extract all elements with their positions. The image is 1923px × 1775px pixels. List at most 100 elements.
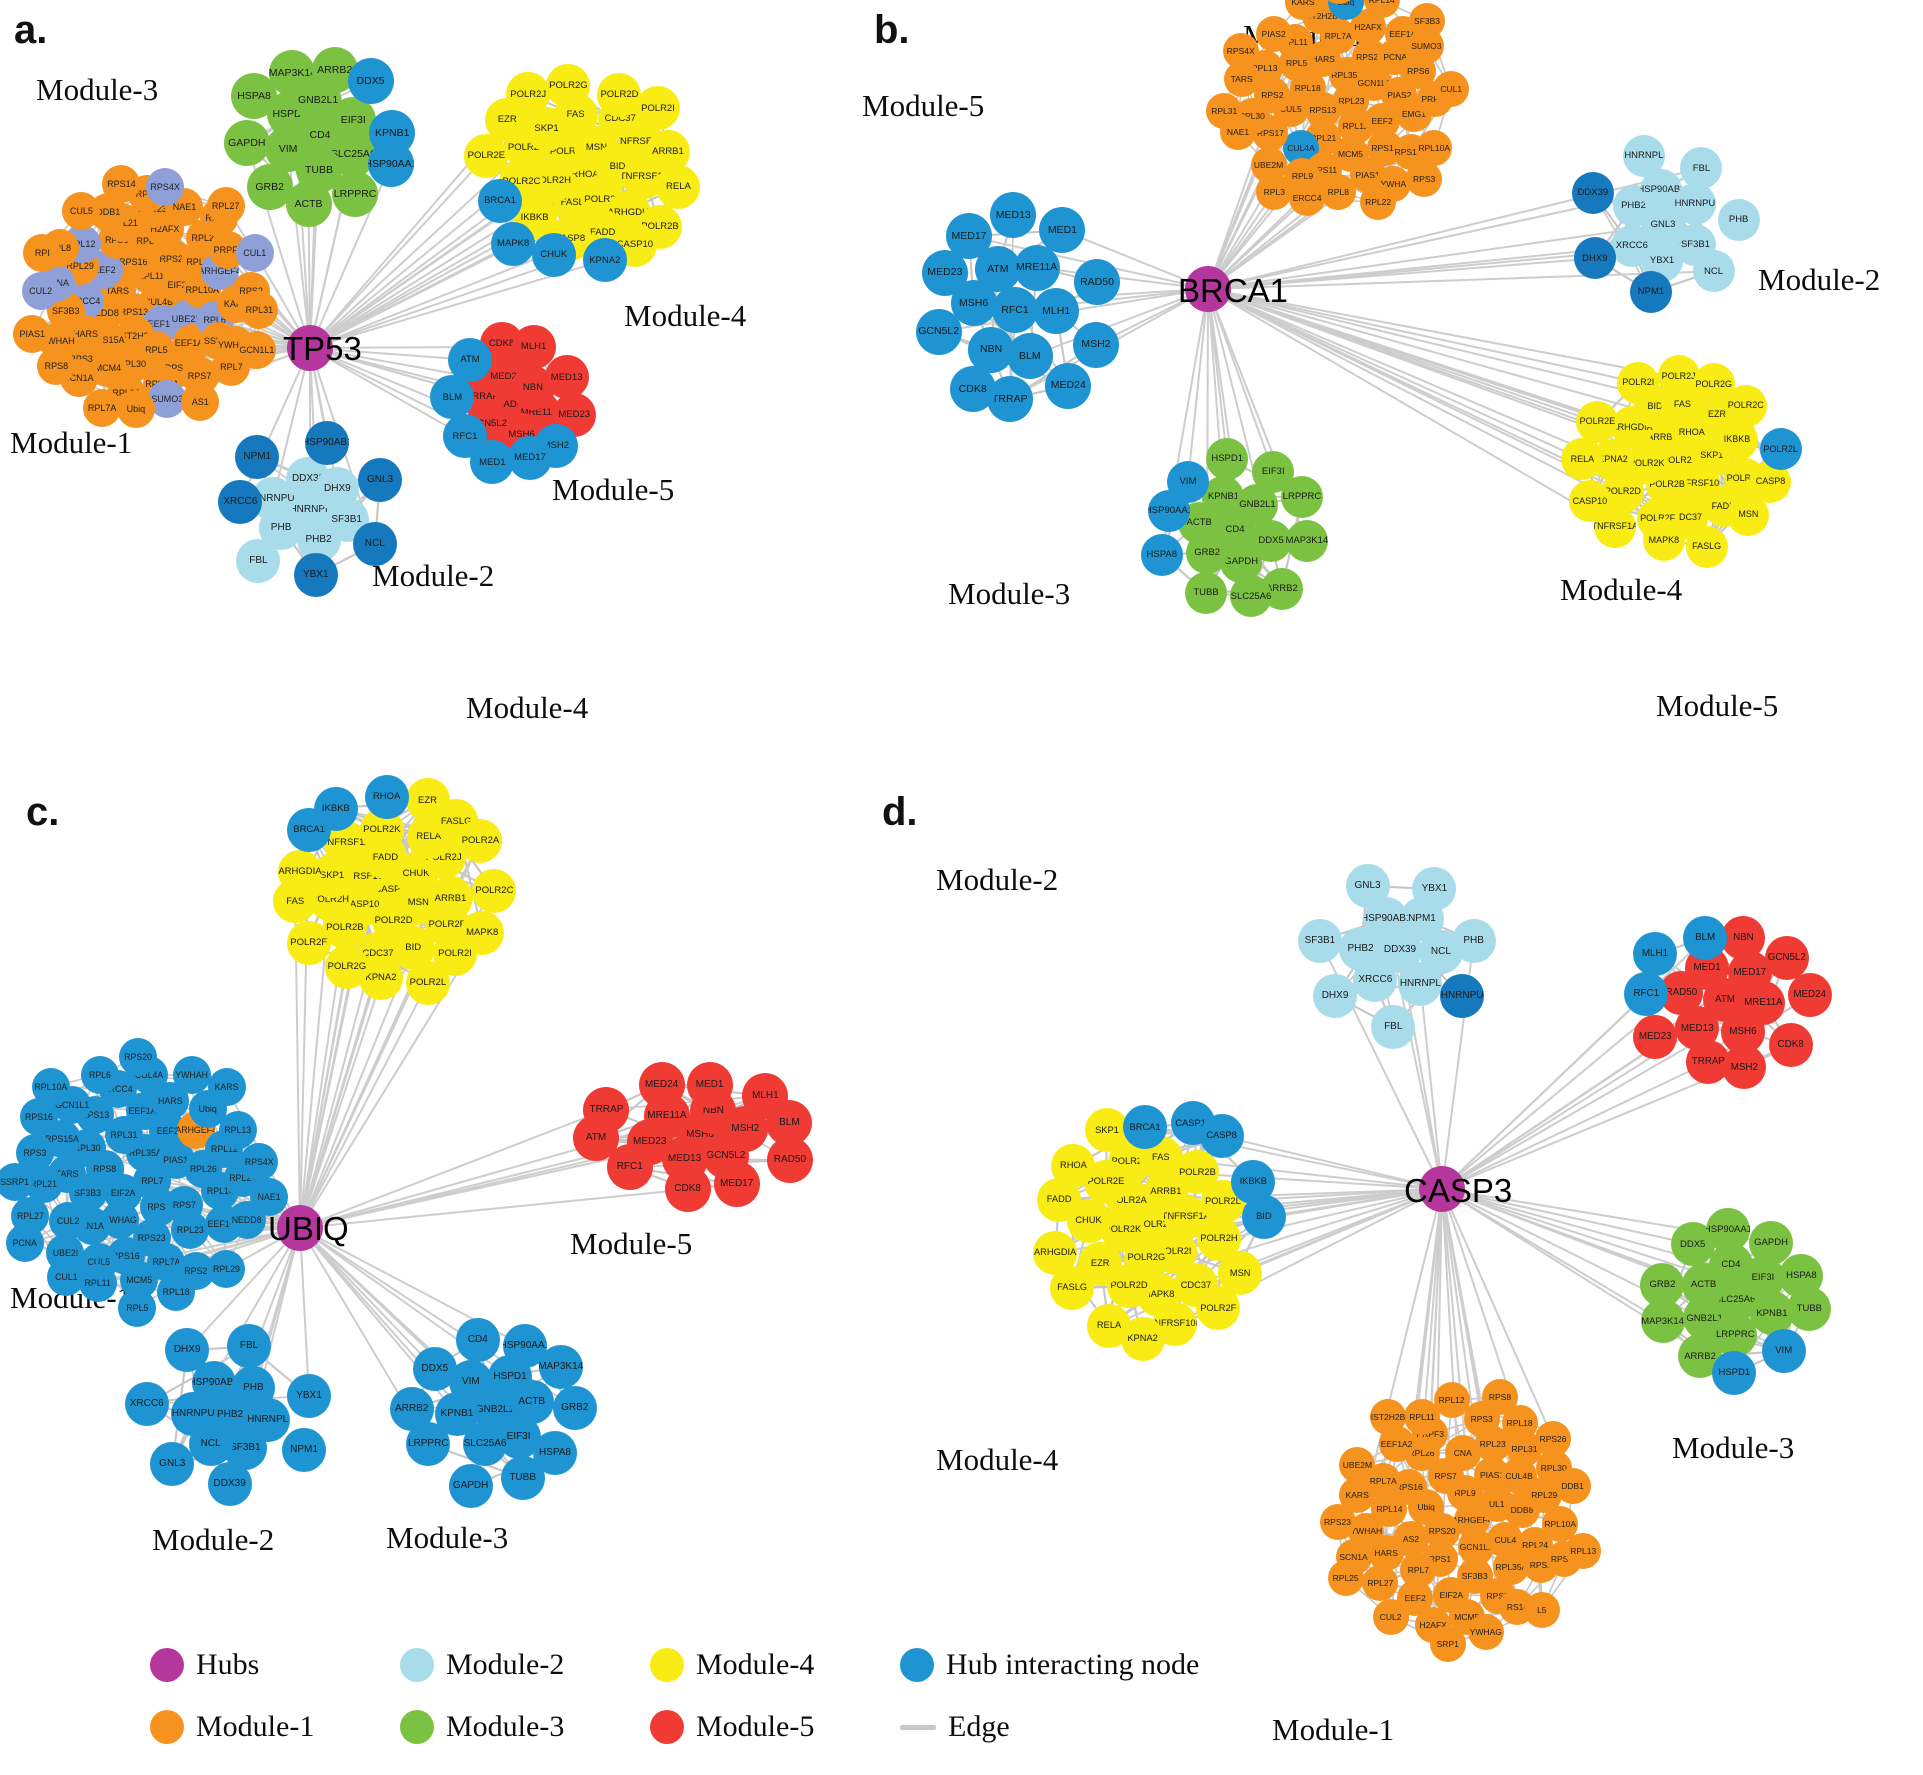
- gene-node-mlh1[interactable]: MLH1: [1033, 288, 1080, 335]
- gene-node-rps4x[interactable]: RPS4X: [240, 1143, 279, 1182]
- gene-node-atm[interactable]: ATM: [448, 337, 493, 382]
- gene-node-ddx39[interactable]: DDX39: [1571, 171, 1614, 214]
- gene-node-rad50[interactable]: RAD50: [1074, 258, 1121, 305]
- gene-node-mapk8[interactable]: MAPK8: [491, 221, 536, 266]
- gene-node-brca1[interactable]: BRCA1: [1123, 1105, 1168, 1150]
- gene-node-npm1[interactable]: NPM1: [282, 1428, 326, 1473]
- gene-node-med1[interactable]: MED1: [686, 1062, 733, 1109]
- gene-node-ddb1[interactable]: DDB1: [1554, 1467, 1591, 1504]
- gene-node-rpl22[interactable]: RPL22: [1360, 184, 1397, 221]
- gene-node-polr2f[interactable]: POLR2F: [1196, 1286, 1241, 1331]
- gene-node-rpi[interactable]: RPI: [23, 233, 62, 272]
- gene-node-hist2h2be[interactable]: HIST2H2BE: [1369, 1398, 1406, 1435]
- gene-node-rps26[interactable]: RPS26: [1535, 1420, 1572, 1457]
- gene-node-rpl13[interactable]: RPL13: [218, 1110, 257, 1149]
- gene-node-ncl[interactable]: NCL: [1692, 250, 1735, 293]
- gene-node-rpl12[interactable]: RPL12: [1433, 1382, 1470, 1419]
- gene-node-xrcc6[interactable]: XRCC6: [1610, 225, 1653, 268]
- gene-node-hsp90ab1[interactable]: HSP90AB1: [305, 421, 350, 465]
- gene-node-lrpprc[interactable]: LRPPRC: [332, 171, 379, 218]
- gene-node-dhx9[interactable]: DHX9: [1573, 237, 1616, 280]
- gene-node-ybx1[interactable]: YBX1: [287, 1374, 331, 1419]
- gene-node-srp1[interactable]: SRP1: [1429, 1626, 1466, 1663]
- gene-node-rpl29[interactable]: RPL29: [207, 1250, 246, 1289]
- gene-node-mapk8[interactable]: MAPK8: [1642, 519, 1685, 562]
- gene-node-med1[interactable]: MED1: [1039, 207, 1086, 254]
- gene-node-ywhag[interactable]: YWHAG: [1467, 1614, 1504, 1651]
- gene-node-hnrnpu[interactable]: HNRNPU: [1673, 182, 1716, 225]
- gene-node-brca1[interactable]: BRCA1: [477, 178, 522, 223]
- gene-node-rpl27[interactable]: RPL27: [1362, 1565, 1399, 1602]
- gene-node-rpl6[interactable]: RPL6: [80, 1055, 119, 1094]
- gene-node-map3k14[interactable]: MAP3K14: [1285, 519, 1328, 562]
- gene-node-npm1[interactable]: NPM1: [235, 434, 280, 479]
- gene-node-kpna2[interactable]: KPNA2: [582, 238, 627, 283]
- gene-node-fbl[interactable]: FBL: [227, 1324, 272, 1369]
- gene-node-arhgdia[interactable]: ARHGDIA: [1033, 1230, 1078, 1275]
- gene-node-med13[interactable]: MED13: [544, 355, 589, 400]
- gene-node-sf3b3[interactable]: SF3B3: [1409, 3, 1446, 40]
- gene-node-med17[interactable]: MED17: [507, 435, 552, 480]
- gene-node-hnrnpu[interactable]: HNRNPU: [1440, 973, 1485, 1018]
- gene-node-hspd1[interactable]: HSPD1: [1712, 1350, 1757, 1395]
- gene-node-ybx1[interactable]: YBX1: [1412, 867, 1457, 912]
- gene-node-grb2[interactable]: GRB2: [1640, 1263, 1685, 1307]
- gene-node-ercc4[interactable]: ERCC4: [1289, 179, 1326, 216]
- gene-node-ddx5[interactable]: DDX5: [412, 1346, 457, 1391]
- gene-node-hspd1[interactable]: HSPD1: [1206, 438, 1249, 481]
- gene-node-cdk8[interactable]: CDK8: [1768, 1023, 1813, 1067]
- gene-node-ddx39[interactable]: DDX39: [207, 1461, 252, 1506]
- gene-node-tubb[interactable]: TUBB: [1185, 571, 1227, 614]
- gene-node-gcn1l1[interactable]: GCN1L1: [237, 330, 276, 369]
- gene-node-sf3b1[interactable]: SF3B1: [1297, 918, 1342, 963]
- gene-node-xrcc6[interactable]: XRCC6: [124, 1381, 169, 1426]
- gene-node-ddx5[interactable]: DDX5: [347, 57, 394, 104]
- gene-node-polr2a[interactable]: POLR2A: [458, 819, 503, 864]
- gene-node-rpl11[interactable]: RPL11: [78, 1263, 117, 1302]
- gene-node-gcn5l2[interactable]: GCN5L2: [915, 308, 962, 355]
- gene-node-hsp90aa1[interactable]: HSP90AA1: [1705, 1207, 1750, 1252]
- gene-node-rps4x[interactable]: RPS4X: [1222, 33, 1259, 70]
- gene-node-rpl31[interactable]: RPL31: [240, 291, 279, 330]
- gene-node-cd4[interactable]: CD4: [455, 1317, 500, 1362]
- gene-node-mlh1[interactable]: MLH1: [1632, 932, 1677, 977]
- gene-node-ubiq[interactable]: Ubiq: [116, 390, 155, 429]
- gene-node-grb2[interactable]: GRB2: [1186, 531, 1229, 574]
- gene-node-grb2[interactable]: GRB2: [552, 1385, 597, 1430]
- gene-node-med24[interactable]: MED24: [1045, 362, 1092, 409]
- gene-node-ncl[interactable]: NCL: [352, 522, 397, 567]
- gene-node-rpl10a[interactable]: RPL10A: [31, 1067, 70, 1106]
- gene-node-phb[interactable]: PHB: [1451, 918, 1496, 963]
- gene-node-ywhah[interactable]: YWHAH: [172, 1056, 211, 1095]
- gene-node-vim[interactable]: VIM: [1761, 1329, 1806, 1374]
- gene-node-ikbkb[interactable]: IKBKB: [313, 786, 358, 831]
- gene-node-cul2[interactable]: CUL2: [21, 271, 60, 310]
- gene-node-rad50[interactable]: RAD50: [766, 1137, 813, 1184]
- gene-node-trrap[interactable]: TRRAP: [583, 1086, 630, 1133]
- gene-node-polr2c[interactable]: POLR2C: [1724, 384, 1767, 427]
- gene-node-rpl5[interactable]: RPL5: [118, 1288, 157, 1327]
- gene-node-gnl3[interactable]: GNL3: [358, 458, 402, 503]
- gene-node-rpl18[interactable]: RPL18: [157, 1273, 196, 1312]
- gene-node-lrpprc[interactable]: LRPPRC: [1280, 476, 1323, 518]
- gene-node-grb2[interactable]: GRB2: [246, 164, 293, 211]
- gene-node-ybx1[interactable]: YBX1: [293, 552, 338, 597]
- gene-node-arrb2[interactable]: ARRB2: [389, 1387, 434, 1432]
- gene-node-tubb[interactable]: TUBB: [500, 1456, 545, 1501]
- gene-node-casp8[interactable]: CASP8: [1199, 1114, 1244, 1159]
- gene-node-med24[interactable]: MED24: [638, 1061, 685, 1108]
- gene-node-cul2[interactable]: CUL2: [1372, 1598, 1409, 1635]
- gene-node-fbl[interactable]: FBL: [236, 538, 281, 583]
- gene-node-mlh1[interactable]: MLH1: [511, 324, 556, 369]
- gene-node-rpl13[interactable]: RPL13: [1565, 1533, 1602, 1570]
- gene-node-polr2e[interactable]: POLR2E: [1576, 400, 1619, 443]
- gene-node-msh2[interactable]: MSH2: [1072, 321, 1119, 368]
- gene-node-kars[interactable]: KARS: [207, 1068, 246, 1107]
- gene-node-msn[interactable]: MSN: [1727, 493, 1770, 536]
- gene-node-xrcc6[interactable]: XRCC6: [218, 479, 263, 524]
- gene-node-polr2g[interactable]: POLR2G: [324, 944, 369, 989]
- gene-node-polr2l[interactable]: POLR2L: [405, 960, 450, 1005]
- gene-node-l5[interactable]: L5: [1523, 1591, 1560, 1628]
- gene-node-cul1[interactable]: CUL1: [1433, 71, 1470, 108]
- gene-node-hnrnpl[interactable]: HNRNPL: [1398, 961, 1443, 1006]
